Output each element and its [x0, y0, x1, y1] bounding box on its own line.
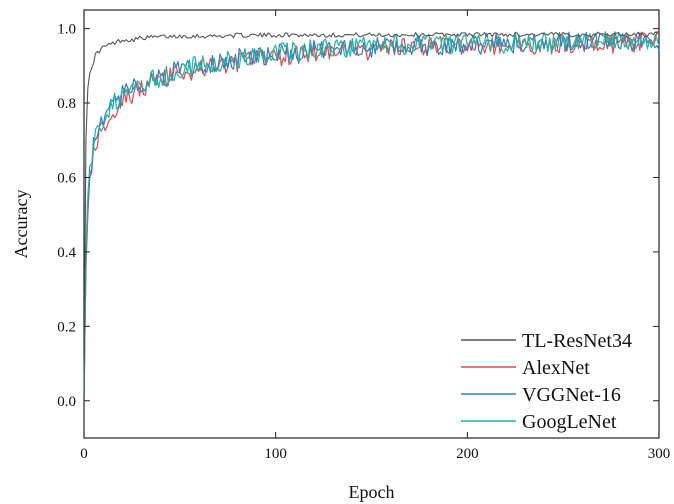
series-line-vggnet-16: [83, 31, 660, 401]
series-line-googlenet: [83, 31, 660, 401]
x-tick-label: 300: [648, 446, 671, 462]
y-tick-label: 1.0: [57, 22, 76, 38]
legend-label: TL-ResNet34: [522, 330, 632, 352]
series-line-tl-resnet34: [83, 31, 660, 401]
y-tick-label: 0.2: [57, 319, 76, 335]
y-tick-label: 0.6: [57, 170, 76, 186]
plot-frame: [83, 9, 660, 439]
series-layer: [83, 30, 660, 401]
x-tick-label: 100: [264, 446, 287, 462]
legend-label: VGGNet-16: [522, 384, 621, 406]
x-tick-label: 200: [456, 446, 479, 462]
axis-layer: 0 100 200 300 0.0 0.2 0.4 0.6 0.8 1.0: [57, 10, 670, 462]
y-tick-label: 0.4: [57, 245, 76, 261]
y-axis-title: Accuracy: [11, 190, 31, 259]
y-tick-label: 0.0: [57, 394, 76, 410]
legend-label: GoogLeNet: [522, 411, 617, 433]
legend-label: AlexNet: [522, 357, 590, 379]
x-axis-title: Epoch: [349, 482, 395, 502]
y-tick-label: 0.8: [57, 96, 76, 112]
x-tick-label: 0: [80, 446, 88, 462]
legend: TL-ResNet34 AlexNet VGGNet-16 GoogLeNet: [461, 330, 632, 433]
